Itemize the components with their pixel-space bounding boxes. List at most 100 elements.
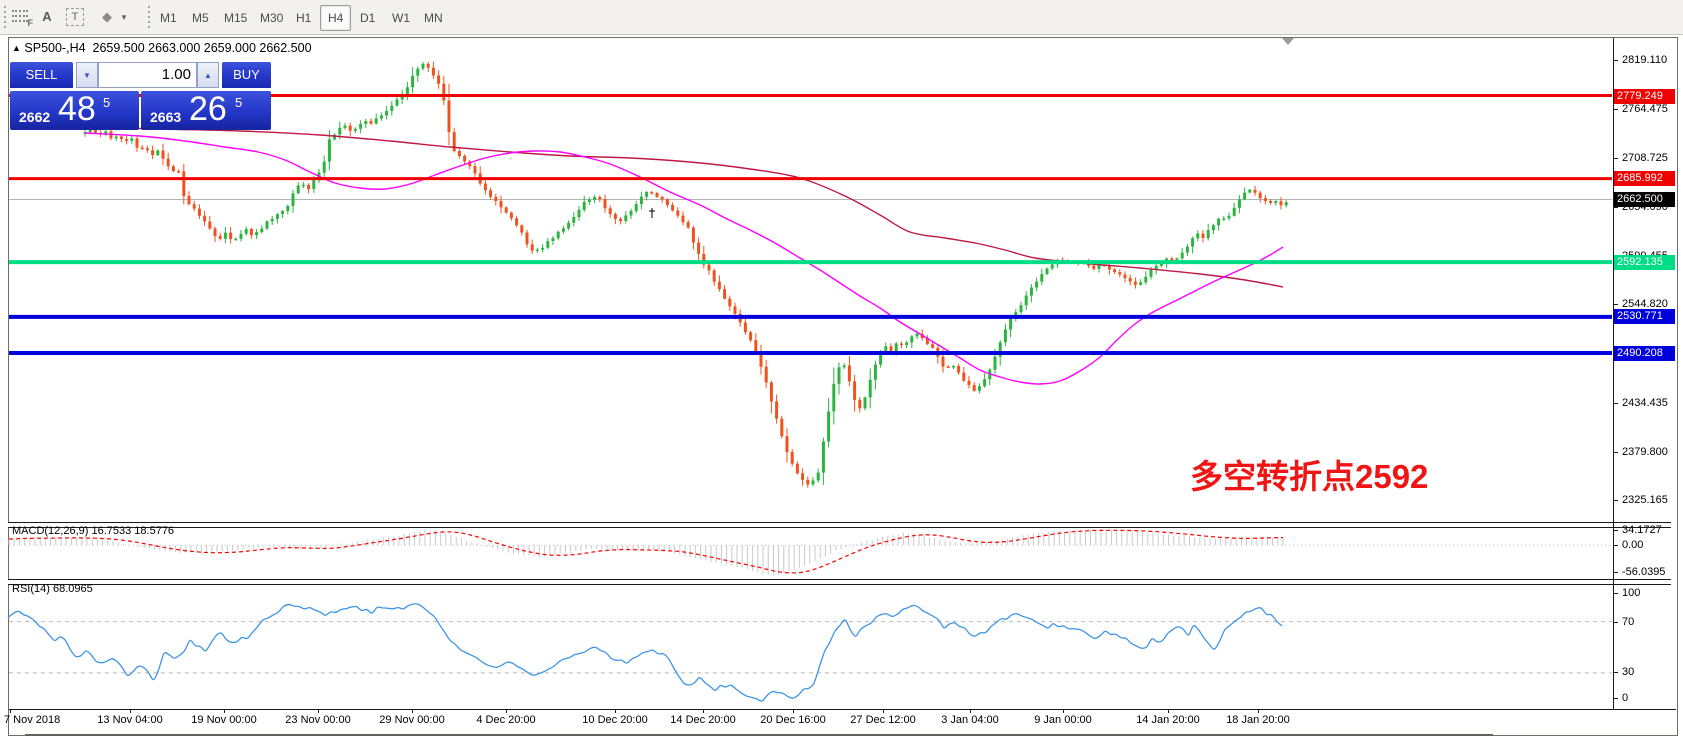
rsi-axis-tick-label: 30 <box>1622 666 1635 678</box>
price-axis-tick-label: 2325.165 <box>1622 494 1668 506</box>
chart-header[interactable]: ▲ SP500-,H4 2659.500 2663.000 2659.000 2… <box>12 41 312 55</box>
time-axis-tick <box>1168 709 1169 713</box>
rsi-axis-tick-label: 70 <box>1622 616 1635 628</box>
collapse-icon[interactable]: ▲ <box>12 43 21 53</box>
buy-price-sup: 5 <box>235 95 243 110</box>
macd-axis-tick <box>1613 530 1618 531</box>
price-axis-tick <box>1613 500 1618 501</box>
timeframe-button-w1[interactable]: W1 <box>392 11 410 25</box>
pane-separator-macd[interactable] <box>8 522 1671 528</box>
time-axis-label: 20 Dec 16:00 <box>760 714 826 726</box>
time-axis-tick <box>130 709 131 713</box>
time-axis-tick <box>318 709 319 713</box>
toolbar-grip[interactable] <box>2 6 7 28</box>
time-axis-tick <box>1063 709 1064 713</box>
time-axis-label: 19 Nov 00:00 <box>191 714 257 726</box>
macd-axis-tick-label: 0.00 <box>1622 539 1644 551</box>
rsi-axis-tick-label: 0 <box>1622 692 1629 704</box>
one-click-trading-panel: SELL ▼ 1.00 ▲ BUY 2662 48 5 2663 26 5 <box>10 62 271 130</box>
time-axis-tick <box>1258 709 1259 713</box>
time-axis-label: 14 Dec 20:00 <box>670 714 736 726</box>
price-level-badge[interactable]: 2490.208 <box>1614 346 1675 361</box>
price-axis-tick <box>1613 109 1618 110</box>
price-level-badge[interactable]: 2685.992 <box>1614 171 1675 186</box>
price-axis-tick-label: 2819.110 <box>1622 54 1668 66</box>
sell-button[interactable]: SELL <box>10 62 73 90</box>
rsi-axis-tick <box>1613 622 1618 623</box>
fibonacci-retracement-icon[interactable]: F <box>12 9 33 28</box>
volume-input[interactable]: 1.00 <box>98 62 197 88</box>
time-axis-label: 14 Jan 20:00 <box>1136 714 1200 726</box>
time-axis-tick <box>793 709 794 713</box>
docked-window-edge <box>25 734 1493 736</box>
timeframe-button-m15[interactable]: M15 <box>224 11 248 25</box>
buy-button[interactable]: BUY <box>222 62 271 90</box>
price-axis-tick <box>1613 207 1618 208</box>
rsi-axis-tick <box>1613 672 1618 673</box>
price-level-badge[interactable]: 2662.500 <box>1614 192 1675 207</box>
text-label-icon[interactable]: T <box>66 8 84 26</box>
chart-annotation-text[interactable]: 多空转折点2592 <box>1190 458 1429 495</box>
time-axis-label: 27 Dec 12:00 <box>850 714 916 726</box>
price-level-badge[interactable]: 2530.771 <box>1614 309 1675 324</box>
rsi-indicator-label: RSI(14) 68.0965 <box>12 583 93 595</box>
close-value: 2662.500 <box>259 41 312 55</box>
macd-indicator-label: MACD(12,26,9) 16.7533 18.5776 <box>12 525 175 537</box>
volume-decrease-button[interactable]: ▼ <box>76 62 98 88</box>
chart-window-border <box>8 37 1678 736</box>
time-axis-label: 13 Nov 04:00 <box>97 714 163 726</box>
buy-price-display[interactable]: 2663 26 5 <box>141 90 271 130</box>
high-value: 2663.000 <box>148 41 201 55</box>
price-axis-tick-label: 2708.725 <box>1622 152 1668 164</box>
rsi-axis-tick <box>1613 593 1618 594</box>
arrows-tool-icon[interactable]: ◆ <box>102 9 112 24</box>
sell-price-display[interactable]: 2662 48 5 <box>10 90 139 130</box>
macd-axis-tick-label: 34.1727 <box>1622 524 1662 536</box>
symbol-period-label: SP500-,H4 <box>24 41 86 55</box>
timeframe-button-m1[interactable]: M1 <box>160 11 177 25</box>
timeframe-button-d1[interactable]: D1 <box>360 11 376 25</box>
time-axis-label: 23 Nov 00:00 <box>285 714 351 726</box>
time-axis-label: 18 Jan 20:00 <box>1226 714 1290 726</box>
price-axis-tick-label: 2544.820 <box>1622 298 1668 310</box>
price-axis-tick <box>1613 304 1618 305</box>
timeframe-button-h4[interactable]: H4 <box>320 5 352 31</box>
time-axis-tick <box>506 709 507 713</box>
buy-price-big: 26 <box>189 90 227 128</box>
toolbar-grip[interactable] <box>146 6 151 28</box>
price-axis-tick-label: 2379.800 <box>1622 446 1668 458</box>
time-axis-label: 10 Dec 20:00 <box>582 714 648 726</box>
time-axis-label: 29 Nov 00:00 <box>379 714 445 726</box>
open-value: 2659.500 <box>92 41 145 55</box>
price-axis-tick-label: 2764.475 <box>1622 103 1668 115</box>
time-axis-label: 4 Dec 20:00 <box>476 714 536 726</box>
price-axis-tick <box>1613 403 1618 404</box>
low-value: 2659.000 <box>203 41 256 55</box>
time-axis-tick <box>970 709 971 713</box>
price-axis-tick <box>1613 158 1618 159</box>
macd-axis-tick-label: -56.0395 <box>1622 566 1666 578</box>
time-axis-tick <box>703 709 704 713</box>
price-axis-tick <box>1613 452 1618 453</box>
price-axis-line <box>1613 38 1614 710</box>
time-axis-tick <box>883 709 884 713</box>
price-axis-tick <box>1613 60 1618 61</box>
time-axis-label: 7 Nov 2018 <box>4 714 61 726</box>
timeframe-button-mn[interactable]: MN <box>424 11 443 25</box>
price-axis-tick-label: 2434.435 <box>1622 397 1668 409</box>
text-icon[interactable]: A <box>42 9 52 24</box>
time-axis-tick <box>412 709 413 713</box>
timeframe-button-h1[interactable]: H1 <box>296 11 312 25</box>
dropdown-caret-icon[interactable]: ▾ <box>121 12 127 22</box>
macd-axis-tick <box>1613 545 1618 546</box>
timeframe-button-m30[interactable]: M30 <box>260 11 284 25</box>
price-level-badge[interactable]: 2779.249 <box>1614 89 1675 104</box>
sell-price-sup: 5 <box>103 95 111 110</box>
timeframe-button-m5[interactable]: M5 <box>192 11 209 25</box>
rsi-axis-tick <box>1613 698 1618 699</box>
price-level-badge[interactable]: 2592.135 <box>1614 255 1675 270</box>
time-axis-tick <box>10 709 11 713</box>
rsi-axis-tick-label: 100 <box>1622 587 1641 599</box>
pane-separator-rsi[interactable] <box>8 579 1671 585</box>
volume-increase-button[interactable]: ▲ <box>197 62 219 88</box>
